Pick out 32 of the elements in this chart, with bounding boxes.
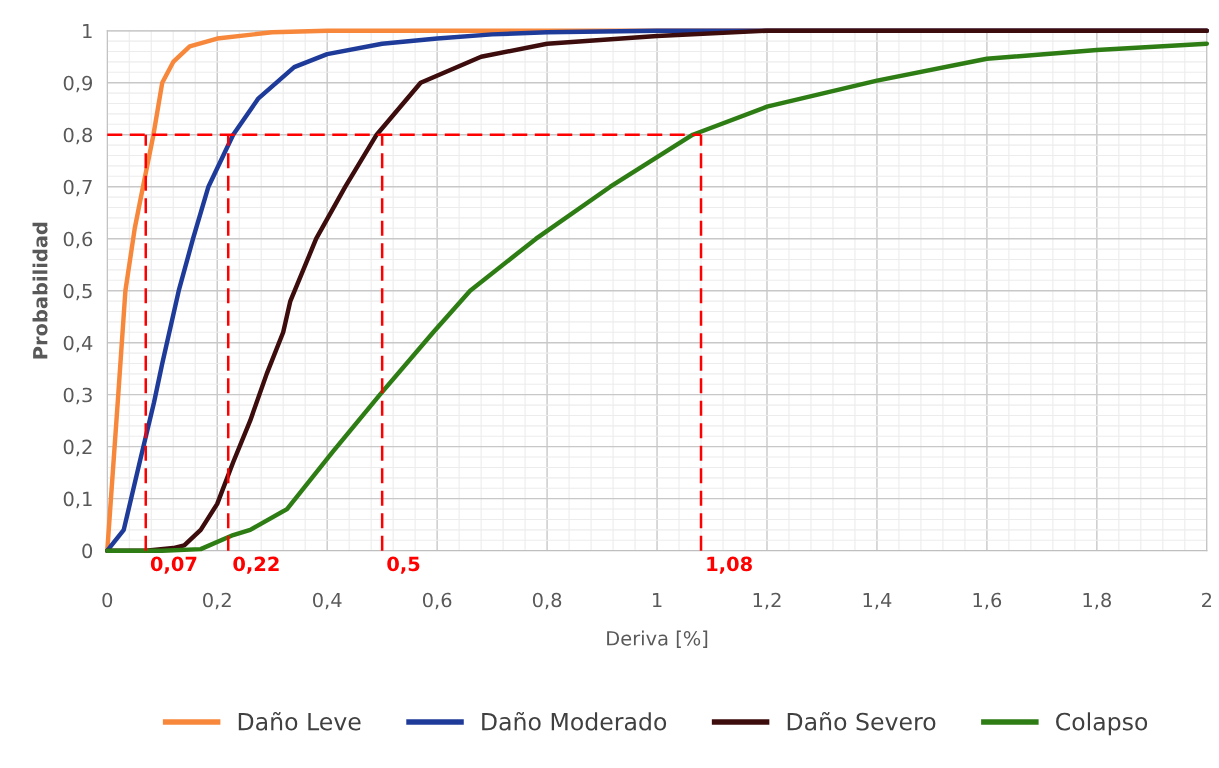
y-tick-label: 0,5: [63, 283, 92, 301]
x-tick-label: 0,6: [422, 592, 452, 610]
x-axis-title: Deriva [%]: [607, 630, 708, 648]
legend-label: Colapso: [1056, 712, 1148, 736]
y-tick-label: 0,6: [63, 231, 93, 249]
x-tick-label: 1,4: [863, 592, 892, 610]
x-tick-label: 1,6: [973, 592, 1002, 610]
y-tick-label: 0,9: [63, 75, 93, 93]
y-tick-label: 0,1: [63, 491, 92, 509]
y-tick-label: 1: [83, 23, 92, 39]
x-tick-label: 2: [1202, 592, 1212, 608]
x-tick-label: 1,8: [1083, 592, 1111, 610]
y-tick-label: 0: [82, 543, 93, 559]
x-tick-label: 0: [102, 592, 113, 608]
x-tick-label: 0,8: [532, 592, 562, 610]
annotation: 1,08: [707, 556, 752, 574]
annotation: 0,22: [233, 556, 279, 574]
x-tick-label: 0,2: [203, 592, 231, 610]
y-tick-label: 0,7: [63, 179, 92, 197]
x-tick-label: 0,4: [313, 592, 342, 610]
legend-label: Daño Leve: [238, 711, 361, 731]
legend-label: Daño Severo: [787, 711, 936, 731]
x-tick-label: 1: [652, 592, 662, 608]
y-tick-label: 0,2: [63, 439, 92, 457]
annotation: 0,07: [150, 556, 197, 574]
x-tick-label: 1,2: [753, 592, 781, 610]
y-tick-label: 0,8: [63, 127, 93, 145]
annotation: 0,5: [387, 556, 420, 574]
y-tick-label: 0,3: [63, 387, 92, 405]
y-axis-title: Probabilidad: [32, 222, 48, 359]
y-tick-label: 0,4: [63, 335, 93, 353]
legend-label: Daño Moderado: [482, 711, 667, 731]
